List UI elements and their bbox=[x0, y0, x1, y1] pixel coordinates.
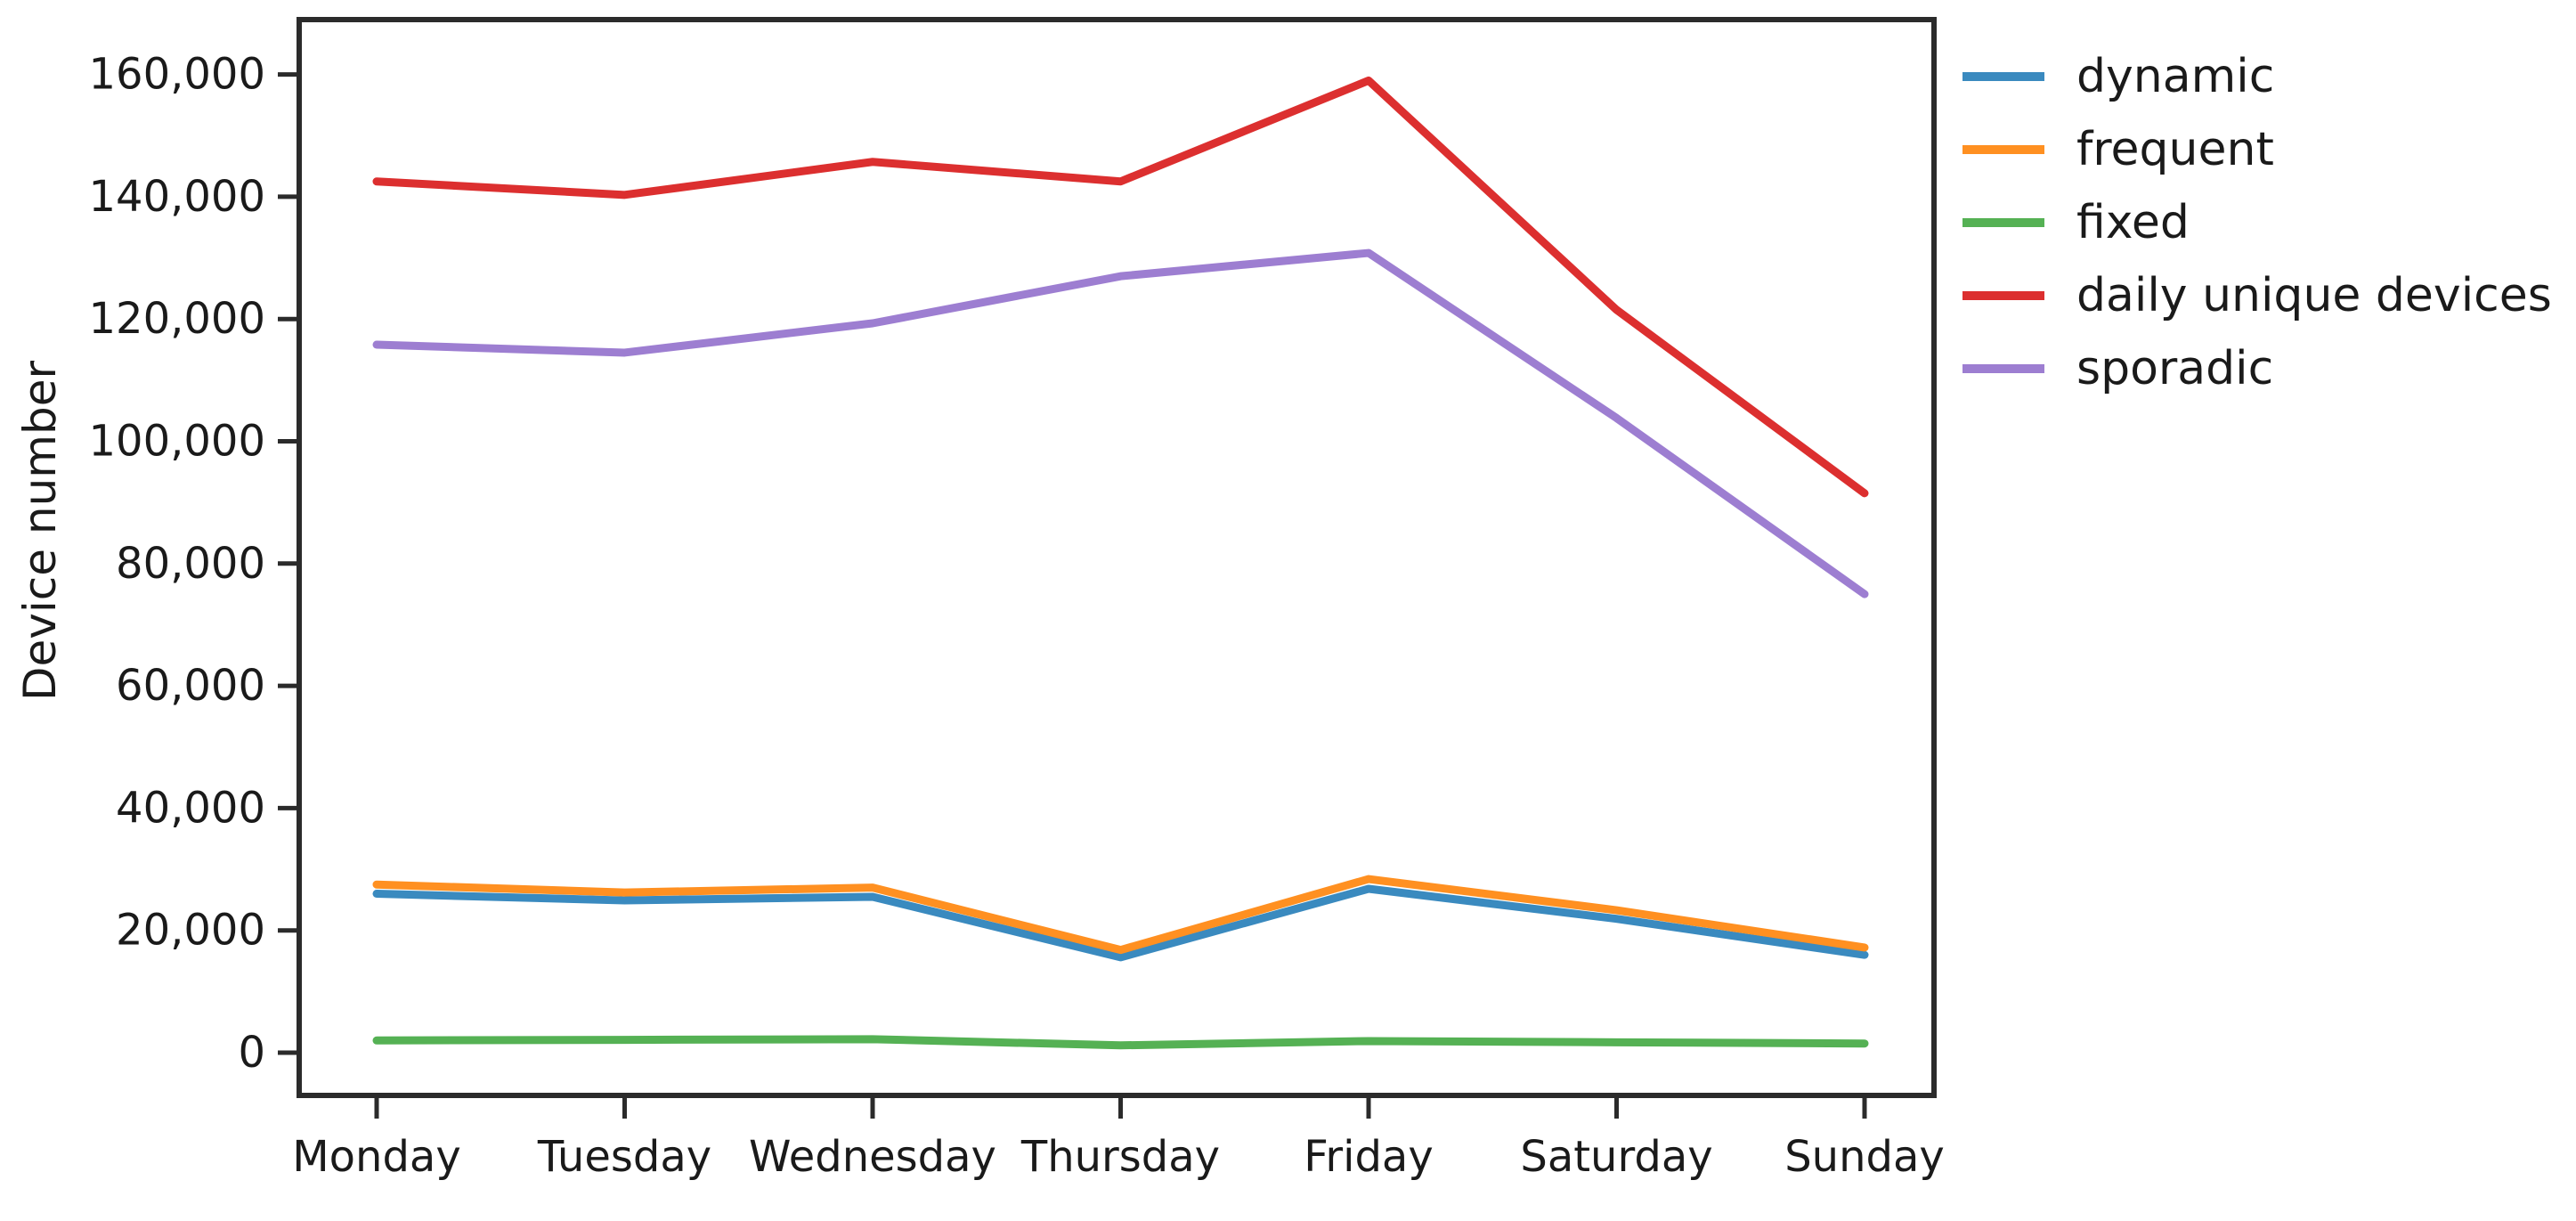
x-tick-label: Sunday bbox=[1784, 1132, 1945, 1182]
legend-label-daily-unique-devices: daily unique devices bbox=[2076, 269, 2552, 322]
y-tick-label: 40,000 bbox=[116, 783, 265, 833]
legend-item-frequent: frequent bbox=[1962, 123, 2274, 176]
x-tick-label: Friday bbox=[1304, 1132, 1433, 1182]
y-tick-label: 120,000 bbox=[89, 294, 266, 344]
x-tick-label: Monday bbox=[292, 1132, 461, 1182]
series-line-sporadic bbox=[372, 248, 1869, 598]
x-tick-label: Thursday bbox=[1020, 1132, 1220, 1182]
y-tick-label: 20,000 bbox=[116, 906, 265, 956]
series-line-daily-unique-devices bbox=[372, 76, 1869, 498]
series-line-fixed bbox=[372, 1035, 1869, 1050]
series-line-frequent bbox=[372, 875, 1869, 955]
legend-label-frequent: frequent bbox=[2076, 123, 2274, 176]
legend-item-sporadic: sporadic bbox=[1962, 342, 2273, 395]
legend-label-dynamic: dynamic bbox=[2076, 50, 2274, 103]
y-tick-label: 0 bbox=[238, 1028, 265, 1078]
y-tick-label: 80,000 bbox=[116, 539, 265, 589]
x-tick-label: Wednesday bbox=[749, 1132, 996, 1182]
legend-item-fixed: fixed bbox=[1962, 196, 2190, 249]
x-tick-label: Saturday bbox=[1520, 1132, 1712, 1182]
y-tick-label: 160,000 bbox=[89, 50, 266, 100]
legend-item-dynamic: dynamic bbox=[1962, 50, 2274, 103]
y-tick-label: 140,000 bbox=[89, 172, 266, 222]
y-tick-label: 100,000 bbox=[89, 417, 266, 467]
series-line-dynamic bbox=[372, 884, 1869, 962]
x-tick-label: Tuesday bbox=[537, 1132, 711, 1182]
legend-label-sporadic: sporadic bbox=[2076, 342, 2273, 395]
y-axis-title: Device number bbox=[14, 361, 66, 701]
legend-label-fixed: fixed bbox=[2076, 196, 2190, 249]
legend-item-daily-unique-devices: daily unique devices bbox=[1962, 269, 2552, 322]
y-tick-label: 60,000 bbox=[116, 661, 265, 711]
plot-frame bbox=[297, 17, 1937, 1098]
